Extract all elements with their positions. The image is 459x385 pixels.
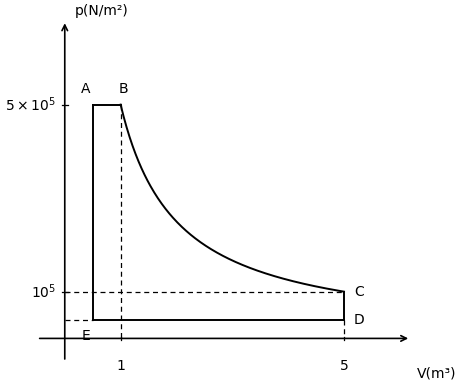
- Text: p(N/m²): p(N/m²): [75, 4, 128, 18]
- Text: A: A: [81, 82, 90, 96]
- Text: $10^5$: $10^5$: [31, 282, 56, 301]
- Text: B: B: [118, 82, 128, 96]
- Text: E: E: [81, 329, 90, 343]
- Text: D: D: [353, 313, 364, 327]
- Text: 5: 5: [339, 360, 347, 373]
- Text: C: C: [353, 285, 363, 299]
- Text: 1: 1: [116, 360, 125, 373]
- Text: $5\times10^5$: $5\times10^5$: [6, 95, 56, 114]
- Text: V(m³): V(m³): [416, 367, 455, 380]
